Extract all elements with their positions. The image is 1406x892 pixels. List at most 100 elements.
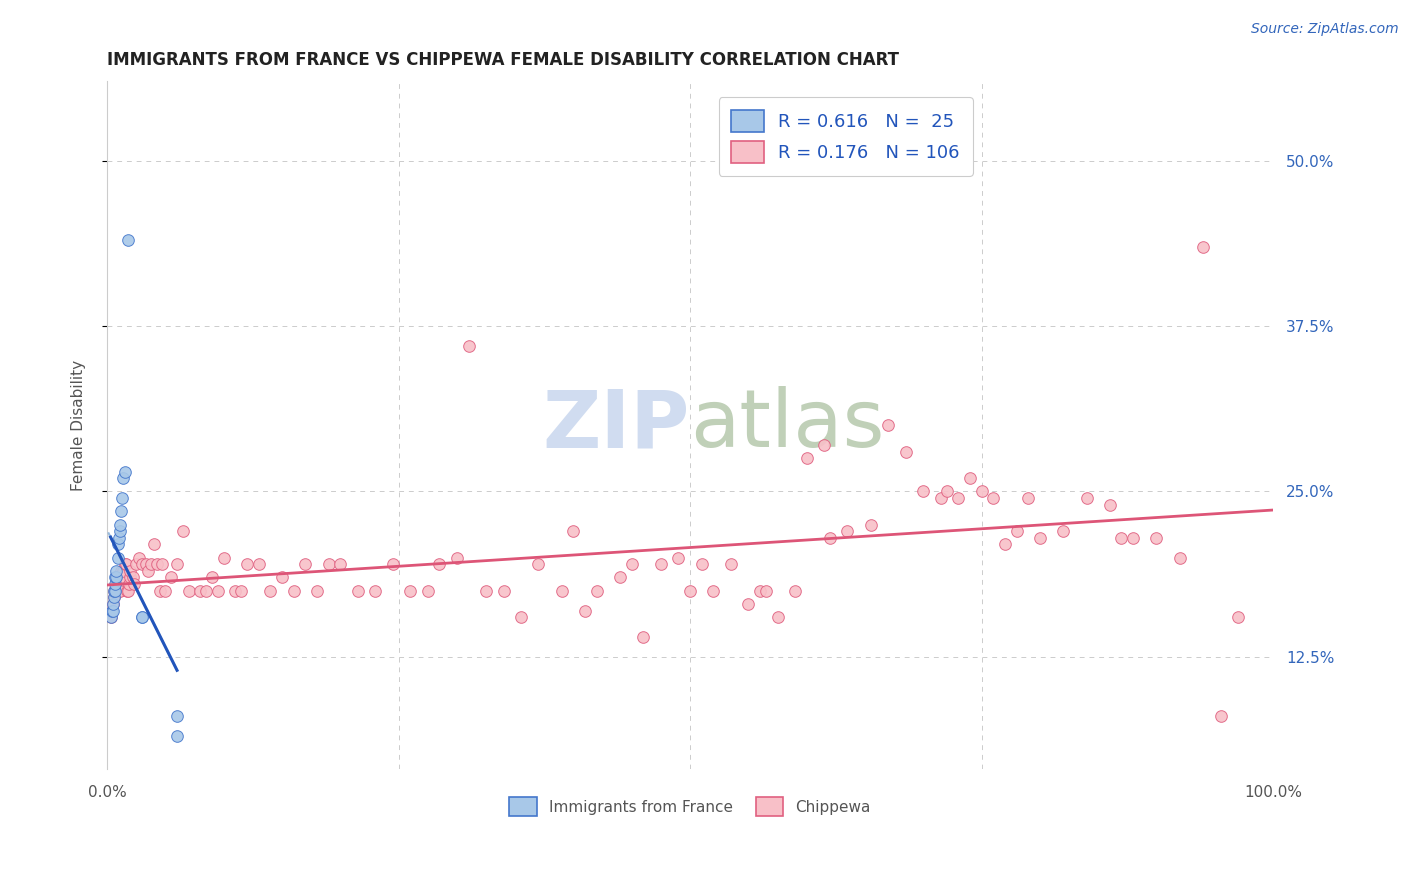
Point	[1168, 550, 1191, 565]
Point	[103, 591, 125, 605]
Point	[172, 524, 194, 538]
Point	[446, 550, 468, 565]
Point	[1052, 524, 1074, 538]
Point	[457, 339, 479, 353]
Point	[100, 603, 122, 617]
Point	[108, 583, 131, 598]
Point	[104, 570, 127, 584]
Point	[1111, 531, 1133, 545]
Point	[104, 583, 127, 598]
Point	[101, 603, 124, 617]
Point	[201, 570, 224, 584]
Point	[935, 484, 957, 499]
Point	[679, 583, 702, 598]
Point	[247, 558, 270, 572]
Point	[929, 491, 952, 505]
Point	[112, 471, 135, 485]
Point	[160, 570, 183, 584]
Point	[609, 570, 631, 584]
Point	[131, 610, 153, 624]
Point	[207, 583, 229, 598]
Point	[1209, 709, 1232, 723]
Point	[894, 444, 917, 458]
Point	[100, 610, 122, 624]
Point	[283, 583, 305, 598]
Point	[970, 484, 993, 499]
Point	[108, 517, 131, 532]
Point	[236, 558, 259, 572]
Point	[131, 610, 153, 624]
Point	[859, 517, 882, 532]
Point	[110, 504, 132, 518]
Point	[294, 558, 316, 572]
Point	[131, 558, 153, 572]
Point	[110, 564, 132, 578]
Point	[318, 558, 340, 572]
Point	[1076, 491, 1098, 505]
Point	[114, 558, 136, 572]
Point	[146, 558, 169, 572]
Point	[135, 558, 157, 572]
Point	[136, 564, 159, 578]
Point	[150, 558, 173, 572]
Point	[620, 558, 643, 572]
Point	[912, 484, 935, 499]
Point	[702, 583, 724, 598]
Point	[346, 583, 368, 598]
Point	[766, 610, 789, 624]
Point	[271, 570, 294, 584]
Point	[1098, 498, 1121, 512]
Point	[155, 583, 177, 598]
Point	[690, 558, 713, 572]
Point	[114, 465, 136, 479]
Point	[783, 583, 806, 598]
Point	[818, 531, 841, 545]
Point	[475, 583, 498, 598]
Point	[188, 583, 211, 598]
Point	[1017, 491, 1039, 505]
Point	[105, 577, 128, 591]
Point	[305, 583, 328, 598]
Point	[737, 597, 759, 611]
Point	[1192, 240, 1215, 254]
Point	[224, 583, 246, 598]
Text: atlas: atlas	[690, 386, 884, 465]
Point	[1122, 531, 1144, 545]
Point	[112, 564, 135, 578]
Point	[107, 583, 129, 598]
Point	[837, 524, 859, 538]
Point	[115, 583, 138, 598]
Point	[105, 583, 128, 598]
Point	[166, 558, 188, 572]
Point	[107, 577, 129, 591]
Point	[105, 564, 128, 578]
Point	[195, 583, 218, 598]
Point	[110, 570, 132, 584]
Point	[141, 558, 163, 572]
Point	[142, 537, 165, 551]
Point	[492, 583, 515, 598]
Point	[1227, 610, 1250, 624]
Point	[1146, 531, 1168, 545]
Point	[574, 603, 596, 617]
Point	[107, 531, 129, 545]
Point	[877, 418, 900, 433]
Point	[948, 491, 970, 505]
Point	[1005, 524, 1028, 538]
Point	[125, 558, 148, 572]
Point	[100, 603, 122, 617]
Point	[103, 583, 125, 598]
Point	[101, 597, 124, 611]
Point	[111, 570, 134, 584]
Point	[1029, 531, 1052, 545]
Point	[381, 558, 404, 572]
Point	[107, 583, 129, 598]
Text: ZIP: ZIP	[543, 386, 690, 465]
Point	[959, 471, 981, 485]
Point	[813, 438, 835, 452]
Point	[120, 564, 142, 578]
Point	[720, 558, 742, 572]
Point	[749, 583, 772, 598]
Point	[121, 570, 143, 584]
Point	[562, 524, 585, 538]
